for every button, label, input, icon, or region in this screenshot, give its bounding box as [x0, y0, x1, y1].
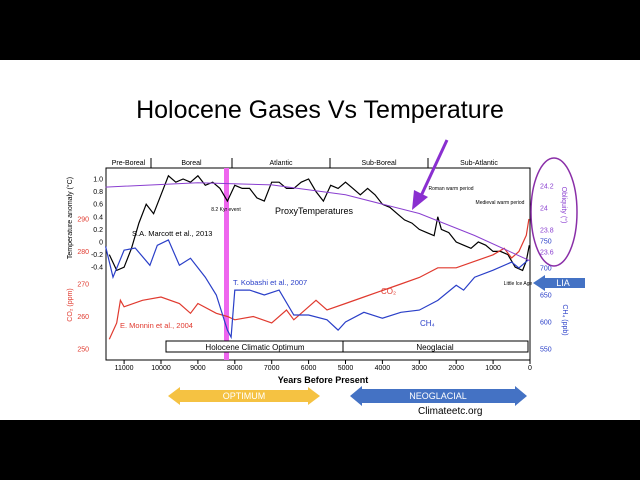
credit-text: Climateetc.org: [418, 406, 482, 417]
roman-label: Roman warm period: [428, 186, 473, 192]
ch4-tick-label: 600: [540, 320, 552, 327]
obliquity-tick-label: 24.2: [540, 184, 554, 191]
ch4-tick-label: 550: [540, 347, 552, 354]
neoglacial-arrow: NEOGLACIAL: [350, 386, 527, 406]
x-tick-label: 2000: [448, 365, 464, 372]
x-tick-label: 8000: [227, 365, 243, 372]
co2-tick-label: 250: [77, 347, 89, 354]
x-tick-label: 3000: [412, 365, 428, 372]
optimum-arrow: OPTIMUM: [168, 387, 320, 405]
marcott-label: S.A. Marcott et al., 2013: [132, 229, 212, 238]
purple-arrow: [412, 139, 449, 210]
temp-tick-label: -0.2: [91, 252, 103, 259]
holocene-optimum-label: Holocene Climatic Optimum: [205, 343, 304, 352]
obliquity-tick-label: 23.8: [540, 228, 554, 235]
co2-label: CO₂: [381, 287, 396, 296]
slide-title: Holocene Gases Vs Temperature: [136, 96, 504, 124]
proxy-temp-label: ProxyTemperatures: [275, 206, 354, 216]
medieval-label: Medieval warm period: [476, 200, 525, 206]
series-line-proxytemperatures: [108, 174, 530, 272]
obliquity-tick-label: 23.6: [540, 250, 554, 257]
neoglacial-box: [342, 340, 529, 353]
co2-tick-label: 290: [77, 217, 89, 224]
obliquity-axis-label: Obliquity (°): [560, 187, 568, 224]
x-tick-label: 10000: [151, 365, 171, 372]
ch4-tick-label: 700: [540, 266, 552, 273]
series-line-co2: [108, 218, 530, 340]
x-tick-label: 7000: [264, 365, 280, 372]
plot-frame: [105, 167, 531, 361]
series-line-obliquity: [105, 182, 531, 262]
temp-axis-label: Temperature anomaly (°C): [66, 177, 74, 259]
ch4-tick-label: 650: [540, 293, 552, 300]
temp-tick-label: -0.4: [91, 265, 103, 272]
temp-tick-label: 0.6: [93, 202, 103, 209]
x-tick-label: 1000: [485, 365, 501, 372]
temp-tick-label: 0.2: [93, 227, 103, 234]
period-label: Sub-Boreal: [361, 160, 396, 167]
x-axis-label: Years Before Present: [278, 375, 369, 385]
lia-annotation: Little Ice Age: [504, 281, 533, 287]
series-line-ch4: [105, 239, 529, 340]
obliquity-highlight-ellipse: [530, 157, 578, 267]
period-label: Boreal: [181, 160, 202, 167]
co2-tick-label: 280: [77, 249, 89, 256]
svg-text:LIA: LIA: [556, 278, 570, 288]
neoglacial-label: Neoglacial: [416, 343, 454, 352]
svg-text:NEOGLACIAL: NEOGLACIAL: [409, 391, 467, 401]
temp-tick-label: 0.4: [93, 214, 103, 221]
event-label: 8.2 Kyr event: [211, 207, 241, 213]
temp-tick-label: 0: [99, 240, 103, 247]
svg-text:OPTIMUM: OPTIMUM: [223, 391, 266, 401]
x-tick-label: 0: [528, 365, 532, 372]
x-tick-label: 6000: [301, 365, 317, 372]
co2-tick-label: 270: [77, 282, 89, 289]
event-8.2kyr-band: [224, 168, 229, 360]
monnin-label: E. Monnin et al., 2004: [120, 321, 193, 330]
co2-tick-label: 260: [77, 314, 89, 321]
period-label: Atlantic: [270, 160, 293, 167]
ch4-tick-label: 750: [540, 239, 552, 246]
temp-tick-label: 1.0: [93, 177, 103, 184]
period-label: Sub-Atlantic: [460, 160, 498, 167]
period-bar: Pre-Boreal Boreal Atlantic Sub-Boreal Sub-At…: [106, 158, 530, 169]
obliquity-tick-label: 24: [540, 206, 548, 213]
period-label: Pre-Boreal: [112, 160, 146, 167]
lia-arrow: LIA: [533, 275, 585, 291]
x-tick-label: 5000: [338, 365, 354, 372]
x-tick-label: 11000: [115, 365, 134, 372]
x-tick-label: 9000: [190, 365, 206, 372]
ch4-label: CH₄: [420, 319, 435, 328]
temp-tick-label: 0.8: [93, 189, 103, 196]
ch4-axis-label: CH₄ (ppb): [561, 304, 568, 335]
x-tick-label: 4000: [375, 365, 391, 372]
co2-axis-label: CO₂ (ppm): [67, 288, 74, 321]
kobashi-label: T. Kobashi et al., 2007: [233, 278, 307, 287]
